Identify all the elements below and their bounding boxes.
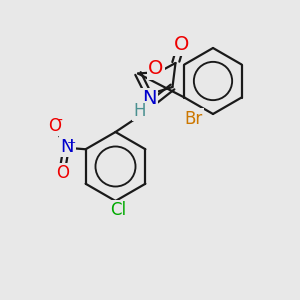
- Text: N: N: [142, 89, 156, 109]
- Text: N: N: [61, 138, 74, 156]
- Text: O: O: [174, 35, 189, 55]
- Text: -: -: [58, 113, 63, 128]
- Text: Cl: Cl: [110, 201, 127, 219]
- Text: O: O: [56, 164, 69, 182]
- Text: +: +: [67, 138, 76, 148]
- Text: O: O: [148, 59, 164, 79]
- Text: O: O: [48, 117, 61, 135]
- Text: Br: Br: [184, 110, 202, 128]
- Text: H: H: [133, 102, 146, 120]
